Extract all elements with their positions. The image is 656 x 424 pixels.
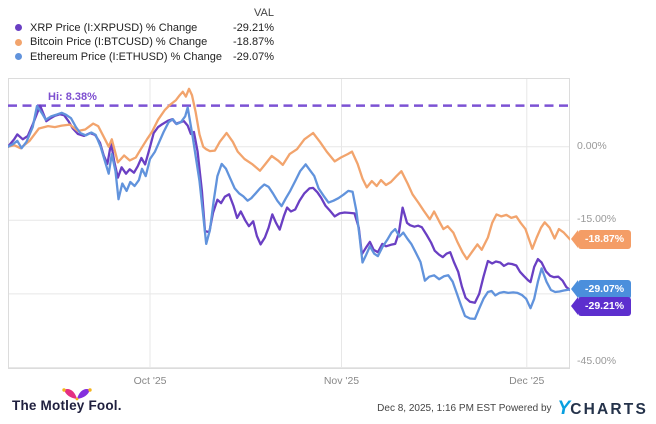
high-annotation: Hi: 8.38% (48, 90, 97, 103)
x-axis-label: Nov '25 (323, 375, 360, 387)
val-column-header: VAL (254, 7, 274, 20)
ycharts-wordmark: CHARTS (570, 401, 648, 418)
legend-label: Ethereum Price (I:ETHUSD) % Change (30, 50, 222, 63)
y-axis-label: -15.00% (577, 213, 617, 226)
legend-item-xrp: XRP Price (I:XRPUSD) % Change -29.21% (15, 21, 274, 36)
motley-fool-wordmark: The Motley Fool. (12, 398, 122, 413)
chart-plot-area (8, 78, 570, 369)
footer-attribution: Dec 8, 2025, 1:16 PM EST Powered by Y CH… (377, 399, 648, 418)
price-badge-xrp: -29.21% (578, 296, 632, 316)
legend-label: Bitcoin Price (I:BTCUSD) % Change (30, 36, 208, 49)
motley-fool-logo[interactable]: The Motley Fool. (12, 388, 122, 413)
timestamp: Dec 8, 2025, 1:16 PM EST Powered by (377, 403, 552, 414)
bitcoin-series-dot-icon (15, 38, 22, 46)
x-axis-label: Dec '25 (509, 375, 545, 387)
y-axis-label: -45.00% (577, 354, 617, 367)
legend-item-bitcoin: Bitcoin Price (I:BTCUSD) % Change -18.87… (15, 35, 274, 50)
xrp-series-dot-icon (15, 24, 22, 32)
price-badge-ethereum: -29.07% (578, 279, 632, 299)
legend-item-ethereum: Ethereum Price (I:ETHUSD) % Change -29.0… (15, 50, 274, 65)
ethereum-series-dot-icon (15, 53, 22, 61)
legend-label: XRP Price (I:XRPUSD) % Change (30, 21, 198, 34)
price-badge-bitcoin: -18.87% (578, 229, 632, 249)
legend-header-row: VAL (15, 6, 274, 21)
ycharts-y-glyph: Y (557, 398, 571, 419)
ycharts-logo[interactable]: Y CHARTS (558, 399, 648, 418)
y-axis-label: 0.00% (577, 139, 607, 152)
legend-value: -29.07% (233, 50, 274, 63)
x-axis-label: Oct '25 (133, 375, 167, 387)
legend-value: -18.87% (233, 36, 274, 49)
legend-value: -29.21% (233, 21, 274, 34)
jester-hat-icon (62, 388, 92, 401)
legend: VAL XRP Price (I:XRPUSD) % Change -29.21… (15, 6, 274, 64)
